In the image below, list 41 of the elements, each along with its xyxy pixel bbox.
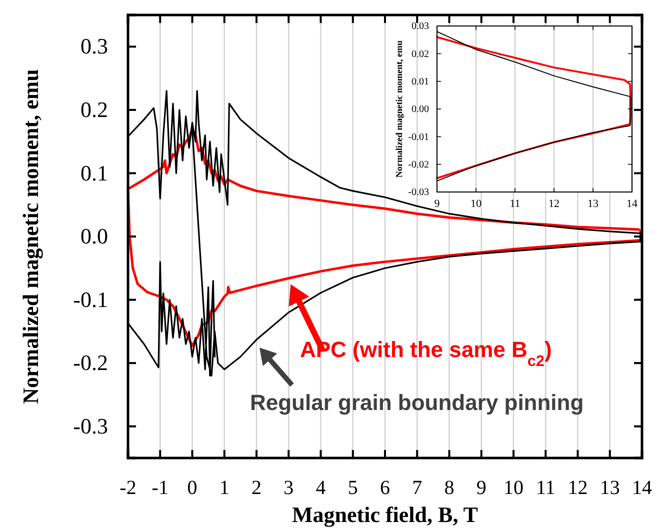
y-tick-label: 0.1 bbox=[80, 160, 108, 186]
y-tick-label: -0.03 bbox=[408, 187, 429, 198]
y-tick-label: 0.02 bbox=[412, 48, 429, 60]
y-tick-label: -0.02 bbox=[408, 160, 429, 171]
x-tick-label: 13 bbox=[588, 198, 599, 210]
x-tick-label: 14 bbox=[626, 198, 638, 210]
x-tick-label: 12 bbox=[568, 477, 588, 500]
y-tick-label: 0.01 bbox=[412, 76, 429, 88]
x-tick-label: 2 bbox=[252, 477, 262, 500]
y-tick-label: -0.3 bbox=[73, 413, 108, 438]
y-tick-label: 0.00 bbox=[412, 104, 429, 116]
y-axis-title: Normalized magnetic moment, emu bbox=[18, 69, 43, 404]
x-tick-label: -2 bbox=[120, 477, 136, 500]
x-tick-label: 9 bbox=[434, 198, 440, 210]
x-tick-label: 12 bbox=[548, 198, 560, 210]
x-tick-label: 11 bbox=[510, 198, 520, 210]
x-tick-label: 1 bbox=[219, 477, 230, 500]
x-tick-label: 8 bbox=[444, 477, 454, 500]
x-tick-label: 6 bbox=[380, 477, 390, 500]
x-tick-label: 3 bbox=[284, 477, 294, 500]
x-tick-label: 11 bbox=[536, 477, 556, 500]
y-tick-label: 0.03 bbox=[412, 21, 429, 32]
y-tick-label: -0.1 bbox=[73, 286, 108, 312]
x-tick-label: 7 bbox=[412, 477, 422, 500]
x-axis-title: Magnetic field, B, T bbox=[292, 502, 478, 527]
y-tick-label: 0.3 bbox=[80, 34, 108, 59]
y-axis-title: Normalized magnetic moment, emu bbox=[394, 40, 404, 178]
series-label: Regular grain boundary pinning bbox=[250, 390, 584, 415]
y-tick-label: -0.01 bbox=[408, 132, 429, 143]
x-tick-label: 14 bbox=[632, 477, 652, 500]
x-tick-label: 5 bbox=[348, 477, 358, 500]
x-tick-label: 10 bbox=[470, 198, 482, 210]
x-tick-label: 10 bbox=[504, 477, 524, 500]
x-tick-label: 13 bbox=[600, 477, 620, 500]
x-tick-label: 9 bbox=[476, 477, 486, 500]
x-tick-label: 4 bbox=[316, 477, 326, 500]
y-tick-label: 0.2 bbox=[80, 96, 108, 122]
y-tick-label: 0.0 bbox=[80, 224, 108, 249]
x-tick-label: 0 bbox=[187, 477, 198, 500]
x-tick-label: -1 bbox=[152, 477, 168, 500]
y-tick-label: -0.2 bbox=[73, 350, 108, 376]
